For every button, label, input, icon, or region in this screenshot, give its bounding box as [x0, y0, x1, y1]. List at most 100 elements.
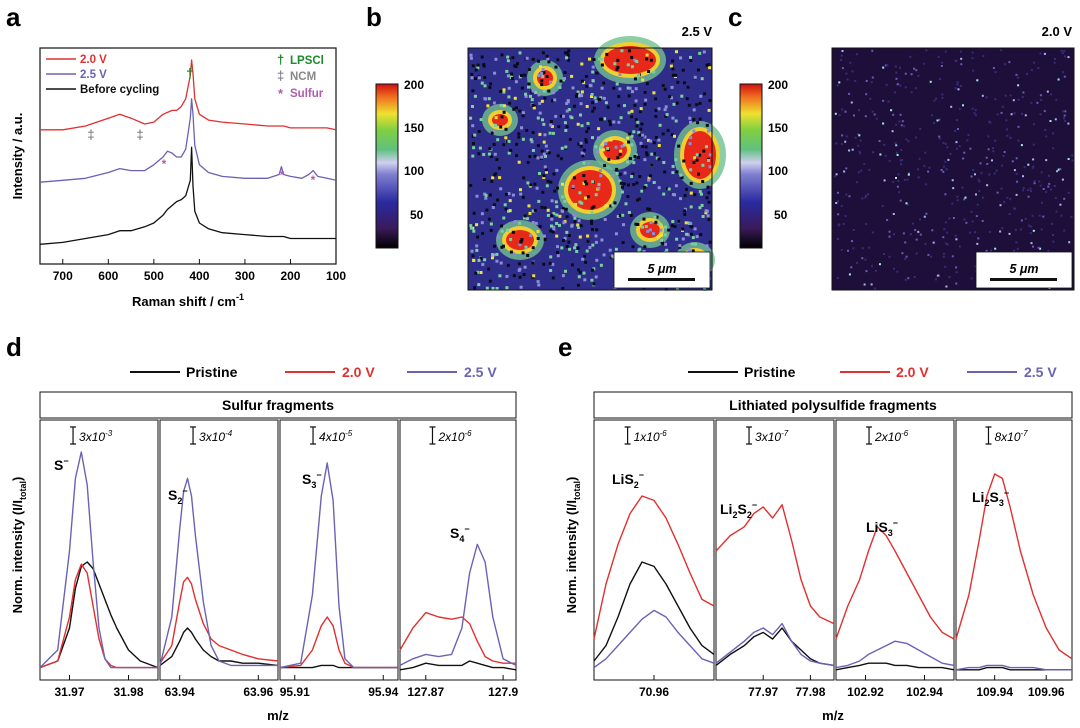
map-b-pixel [664, 287, 668, 291]
map-c-pixel [834, 175, 836, 178]
map-b-pixel [600, 57, 604, 61]
map-b-pixel [549, 269, 553, 272]
map-c-pixel [915, 238, 918, 241]
map-b-pixel [545, 54, 549, 58]
map-c-pixel [989, 121, 992, 124]
map-b-pixel [509, 250, 513, 254]
map-c-pixel [1040, 171, 1043, 174]
map-b-pixel [542, 174, 546, 178]
map-c-pixel [870, 283, 873, 286]
map-b-pixel [628, 86, 632, 90]
map-c-pixel [848, 195, 851, 198]
map-c-pixel [1015, 193, 1018, 196]
map-b-pixel [639, 107, 643, 111]
series-pristine-lis3 [835, 662, 955, 671]
map-b-pixel [522, 176, 526, 180]
map-c-pixel [1027, 163, 1030, 166]
map-b-pixel [685, 187, 688, 191]
map-c-pixel [888, 159, 891, 162]
map-b-pixel [529, 234, 533, 237]
map-b-pixel [499, 261, 503, 265]
map-b-pixel [540, 79, 544, 83]
map-c-pixel [899, 159, 902, 162]
map-c-pixel [970, 210, 973, 213]
map-b-pixel [503, 203, 507, 207]
map-b-pixel [622, 182, 626, 186]
map-c-pixel [1061, 52, 1064, 55]
map-b-pixel [641, 133, 645, 137]
panel_e-scale-label: 1x10-6 [634, 429, 668, 444]
map-b-pixel [630, 55, 634, 59]
panel_d-ion-base: S [450, 525, 459, 541]
map-b-pixel [517, 160, 521, 164]
map-b-pixel [559, 157, 563, 161]
map-c-pixel [854, 136, 857, 139]
map-b-pixel [706, 185, 710, 189]
map-b-pixel [523, 214, 527, 218]
map-c-pixel [1028, 224, 1031, 227]
map-c-pixel [937, 55, 940, 58]
map-c-pixel [1032, 245, 1034, 248]
map-c-pixel [842, 222, 845, 225]
map-b-pixel [701, 215, 705, 218]
map-b-pixel [618, 73, 622, 76]
map-b-pixel [561, 287, 565, 290]
panel-c-map-bg [832, 48, 1074, 290]
map-b-pixel [513, 64, 517, 68]
map-b-pixel [600, 238, 604, 242]
panel-d: Pristine 2.0 V 2.5 V Sulfur fragments No… [10, 364, 518, 723]
panel-e: Pristine 2.0 V 2.5 V Lithiated polysulfi… [564, 364, 1073, 723]
map-c-pixel [976, 242, 979, 245]
map-b-pixel [631, 172, 635, 176]
map-b-pixel [500, 229, 504, 233]
map-b-pixel [485, 286, 489, 290]
map-c-pixel [871, 49, 874, 52]
map-c-pixel [918, 157, 921, 160]
map-b-pixel [591, 79, 595, 83]
map-b-pixel [645, 53, 649, 57]
map-b-pixel [664, 225, 667, 229]
panel_d-ion-base: S [54, 457, 63, 473]
map-b-pixel [577, 268, 580, 272]
map-c-pixel [1063, 114, 1066, 117]
map-b-pixel [489, 155, 493, 158]
map-b-pixel [469, 183, 473, 187]
map-b-pixel [621, 185, 624, 189]
map-b-pixel [567, 58, 571, 62]
map-b-pixel [598, 97, 602, 101]
map-b-pixel [591, 136, 594, 140]
map-b-pixel [555, 168, 559, 172]
map-c-pixel [838, 81, 841, 84]
map-b-pixel [540, 149, 544, 153]
map-b-pixel [646, 229, 650, 233]
map-b-pixel [532, 274, 536, 278]
map-b-pixel [512, 107, 516, 111]
map-c-pixel [895, 77, 898, 80]
map-c-pixel [1006, 134, 1009, 137]
map-b-pixel [474, 68, 478, 72]
map-b-pixel [657, 222, 661, 226]
map-b-pixel [533, 154, 537, 158]
map-b-pixel [631, 90, 634, 94]
map-b-pixel [532, 106, 536, 110]
a-xtick-label-100: 100 [326, 269, 346, 283]
panel_e-ion-base: S [737, 501, 746, 517]
map-c-pixel [841, 67, 844, 70]
map-b-pixel [616, 156, 620, 160]
panel_d-scale-label: 3x10-3 [79, 429, 113, 444]
map-c-pixel [942, 236, 945, 239]
map-b-pixel [646, 207, 650, 211]
map-b-pixel [580, 94, 584, 98]
map-b-pixel [663, 87, 667, 91]
map-b-pixel [603, 117, 607, 121]
map-b-pixel [556, 245, 559, 249]
map-c-pixel [835, 142, 838, 145]
map-c-pixel [1053, 185, 1056, 187]
series-2-0-v-li2s3 [955, 473, 1073, 660]
map-b-pixel [622, 223, 625, 227]
map-c-pixel [1009, 198, 1012, 201]
map-b-pixel [654, 108, 658, 112]
map-b-pixel [583, 278, 587, 282]
